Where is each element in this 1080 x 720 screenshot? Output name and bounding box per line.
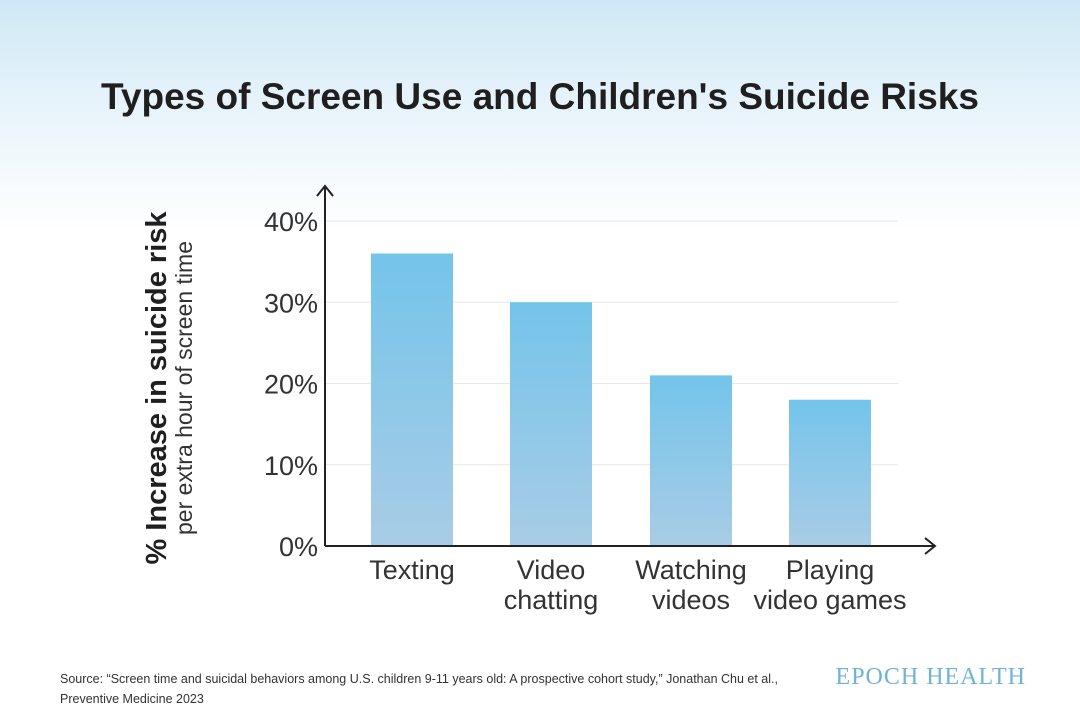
bars [371, 253, 871, 546]
bar [510, 302, 592, 546]
x-axis-arrow [924, 537, 937, 555]
y-tick-labels: 0% 10% 20% 30% 40% [264, 207, 318, 562]
y-tick-label: 10% [264, 451, 318, 481]
y-axis-arrow [316, 184, 334, 197]
y-axis-sublabel: per extra hour of screen time [171, 241, 197, 535]
x-category-label: Texting [369, 555, 455, 585]
bar [789, 399, 871, 546]
bar [650, 375, 732, 546]
y-axis-label: % Increase in suicide risk [141, 211, 173, 565]
source-line-2: Preventive Medicine 2023 [60, 692, 204, 706]
source-line-1: Source: “Screen time and suicidal behavi… [60, 672, 778, 686]
axes [316, 184, 937, 555]
y-tick-label: 0% [279, 532, 318, 562]
y-axis-title: % Increase in suicide risk per extra hou… [141, 211, 197, 565]
chart-title: Types of Screen Use and Children's Suici… [101, 76, 979, 117]
y-tick-label: 40% [264, 207, 318, 237]
y-tick-label: 20% [264, 370, 318, 400]
y-tick-label: 30% [264, 288, 318, 318]
x-category-label: Playing video games [753, 555, 906, 615]
x-category-labels: Texting Video chatting Watching videosPlayin… [369, 555, 906, 615]
bar [371, 253, 453, 546]
brand-logo: EPOCH HEALTH [835, 664, 1026, 690]
source-note: Source: “Screen time and suicidal behavi… [60, 669, 790, 709]
x-category-label: Video chatting [504, 555, 599, 615]
x-category-label: Watching videos [635, 555, 747, 615]
